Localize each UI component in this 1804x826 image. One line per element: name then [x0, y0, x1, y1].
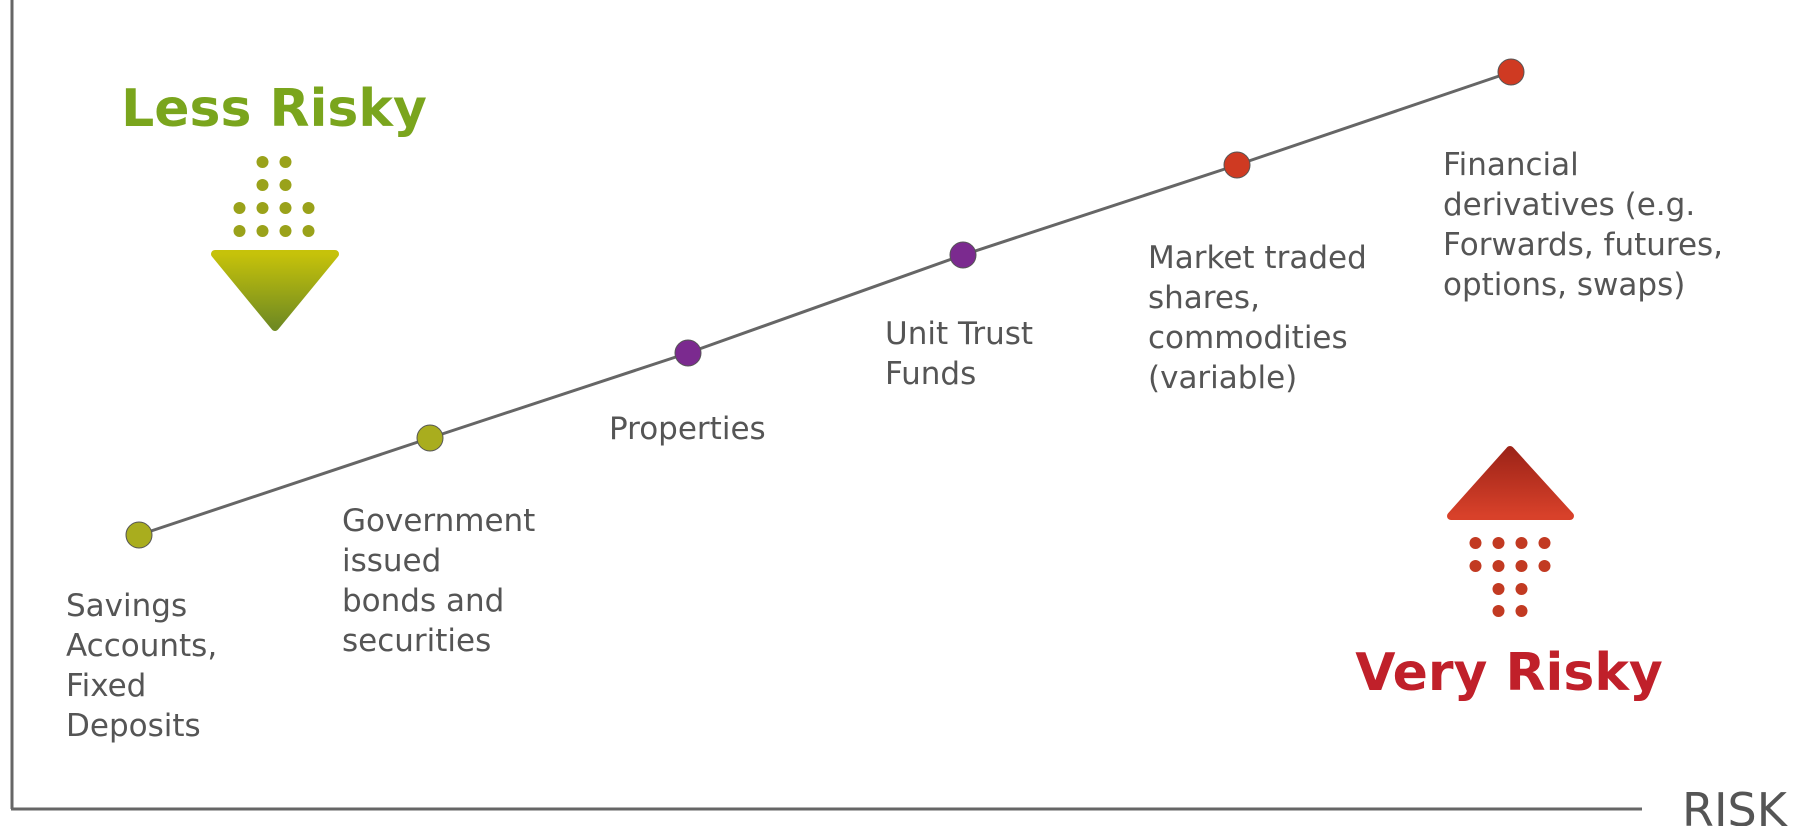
node-label: Financial: [1443, 147, 1579, 183]
node-label: Deposits: [66, 708, 201, 744]
risk-line: [138, 70, 1512, 537]
node-label: Accounts,: [66, 628, 217, 664]
node-label: Funds: [885, 356, 976, 392]
node-label: Government: [342, 503, 535, 539]
axis-label: RISK: [1682, 783, 1789, 826]
node-label: Fixed: [66, 668, 146, 704]
node-label: commodities: [1148, 320, 1348, 356]
down-arrow: [211, 250, 339, 331]
dot: [1469, 560, 1482, 572]
node: [125, 521, 153, 549]
node-label: issued: [342, 543, 441, 579]
dot: [256, 179, 269, 191]
node-label: Properties: [609, 411, 766, 447]
dot: [256, 156, 269, 168]
node: [416, 424, 444, 452]
very-risky-title: Very Risky: [1355, 643, 1663, 703]
dot: [233, 225, 246, 237]
up-arrow: [1447, 446, 1574, 520]
node-label: Forwards, futures,: [1443, 227, 1723, 263]
dot: [1492, 537, 1505, 549]
node-label: Market traded: [1148, 240, 1367, 276]
node-label: derivatives (e.g.: [1443, 187, 1695, 223]
dot: [233, 202, 246, 214]
node-label: Unit Trust: [885, 316, 1033, 352]
dot: [256, 202, 269, 214]
dot: [302, 225, 315, 237]
node: [674, 339, 702, 367]
dot: [256, 225, 269, 237]
dot: [1492, 583, 1505, 595]
less-risky-title: Less Risky: [121, 79, 427, 139]
dot: [279, 156, 292, 168]
dot: [1538, 560, 1551, 572]
dot: [1515, 583, 1528, 595]
dot: [1492, 560, 1505, 572]
dot: [302, 202, 315, 214]
node-label: options, swaps): [1443, 267, 1685, 303]
dot: [1492, 605, 1505, 617]
node-label: securities: [342, 623, 491, 659]
dot: [1515, 605, 1528, 617]
dot: [279, 225, 292, 237]
arrow-dots: [233, 156, 1551, 617]
node-label: Savings: [66, 588, 187, 624]
dot: [1515, 537, 1528, 549]
dot: [1515, 560, 1528, 572]
node: [949, 241, 977, 269]
node-label: (variable): [1148, 360, 1297, 396]
node-label: shares,: [1148, 280, 1260, 316]
dot: [279, 179, 292, 191]
dot: [1538, 537, 1551, 549]
node: [1223, 151, 1251, 179]
node-label: bonds and: [342, 583, 504, 619]
node: [1497, 58, 1525, 86]
dot: [1469, 537, 1482, 549]
dot: [279, 202, 292, 214]
